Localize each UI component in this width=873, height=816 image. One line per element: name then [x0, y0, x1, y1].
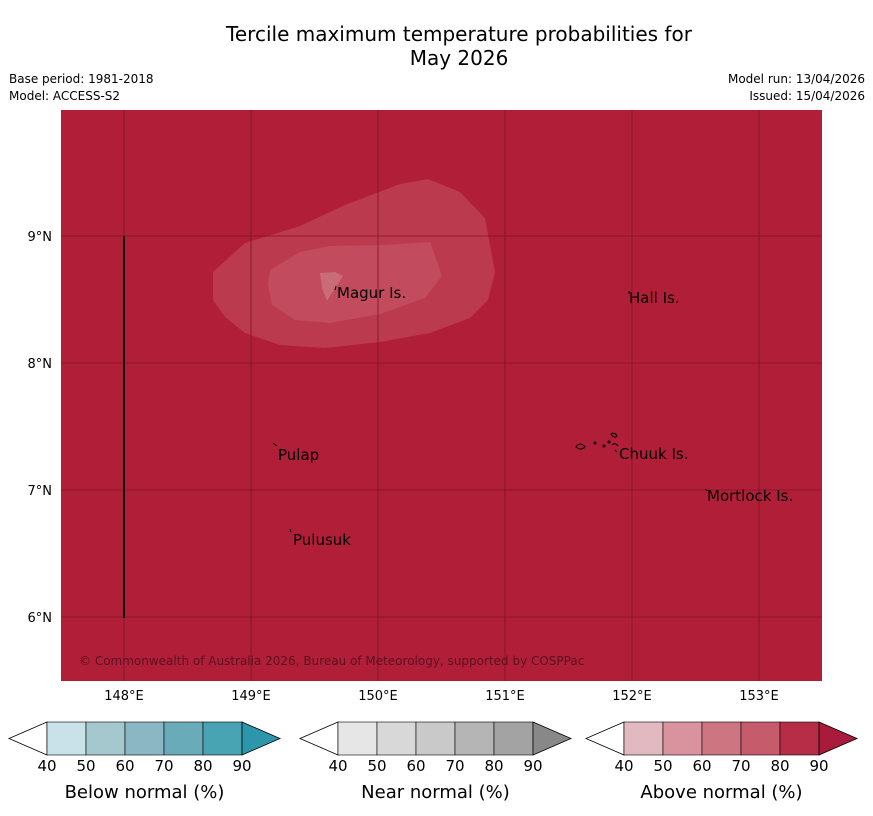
island-chuuk [575, 432, 619, 453]
lat-label-8n: 8°N [28, 357, 53, 372]
place-pulap: Pulap [278, 446, 319, 464]
title-line-2: May 2026 [409, 46, 509, 70]
legend-above: 40 50 60 70 80 90 Above normal (%) [584, 721, 859, 803]
legend-swatch [376, 721, 417, 756]
island-pulap [272, 442, 278, 447]
legend-tick-label: 50 [76, 757, 95, 775]
lat-label-6n: 6°N [28, 611, 53, 626]
lat-gridlines [61, 235, 822, 618]
legend-below: 40 50 60 70 80 90 Below normal (%) [7, 721, 282, 803]
lon-label-153e: 153°E [739, 689, 779, 704]
legend-tick-label: 60 [115, 757, 134, 775]
legend-swatch [818, 721, 859, 756]
lon-label-148e: 148°E [104, 689, 144, 704]
legend-swatch [662, 721, 703, 756]
legend-group: 40 50 60 70 80 90 Below normal (%) 40 50 60 70 80 90… [7, 721, 859, 803]
issued-date: Issued: 15/04/2026 [749, 89, 865, 103]
legend-swatch [493, 721, 534, 756]
lat-label-7n: 7°N [28, 484, 53, 499]
meta-left: Base period: 1981-2018 Model: ACCESS-S2 [9, 71, 154, 105]
legend-tick-label: 70 [445, 757, 464, 775]
base-period: Base period: 1981-2018 [9, 72, 154, 86]
legend-tick-label: 80 [484, 757, 503, 775]
island-marks [272, 285, 709, 533]
island-magur [334, 285, 337, 291]
legend-swatch [454, 721, 495, 756]
legend-tick-label: 80 [193, 757, 212, 775]
legend-swatch [740, 721, 781, 756]
title-line-1: Tercile maximum temperature probabilitie… [226, 22, 692, 46]
legend-near: 40 50 60 70 80 90 Near normal (%) [298, 721, 573, 803]
legend-tick-label: 70 [154, 757, 173, 775]
contour-70 [268, 242, 442, 323]
legend-swatch [298, 721, 339, 756]
legend-swatch [202, 721, 243, 756]
legend-tick-label: 40 [328, 757, 347, 775]
map-title: Tercile maximum temperature probabilitie… [0, 22, 873, 70]
legend-tick-label: 60 [692, 757, 711, 775]
legend-title: Above normal (%) [640, 782, 802, 803]
place-mortlock: Mortlock Is. [707, 487, 793, 505]
legend-tick-label: 60 [406, 757, 425, 775]
model-name: Model: ACCESS-S2 [9, 89, 121, 103]
lon-label-151e: 151°E [485, 689, 525, 704]
legend-title: Below normal (%) [65, 782, 225, 803]
lat-label-9n: 9°N [28, 230, 53, 245]
legend-swatch [584, 721, 625, 756]
legend-tick-label: 40 [614, 757, 633, 775]
legend-swatch [779, 721, 820, 756]
place-pulusuk: Pulusuk [293, 531, 351, 549]
legend-swatch [241, 721, 282, 756]
lon-label-149e: 149°E [231, 689, 271, 704]
legend-tick-label: 70 [731, 757, 750, 775]
place-hall: Hall Is. [629, 289, 680, 307]
legend-tick-label: 50 [653, 757, 672, 775]
legend-swatch [124, 721, 165, 756]
legend-swatch [415, 721, 456, 756]
legend-tick-label: 50 [367, 757, 386, 775]
contour-60 [320, 272, 343, 301]
meta-right: Model run: 13/04/2026 Issued: 15/04/2026 [728, 71, 865, 105]
island-pulusuk [289, 528, 292, 533]
legend-swatch [7, 721, 48, 756]
legend-swatch [701, 721, 742, 756]
legend-tick-label: 80 [770, 757, 789, 775]
legend-swatch [85, 721, 126, 756]
model-run: Model run: 13/04/2026 [727, 72, 865, 86]
legend-title: Near normal (%) [361, 782, 510, 803]
legend-tick-label: 40 [37, 757, 56, 775]
legend-swatch [337, 721, 378, 756]
place-magur: Magur Is. [337, 284, 406, 302]
legend-swatch [532, 721, 573, 756]
legend-tick-label: 90 [232, 757, 251, 775]
legend-swatch [46, 721, 87, 756]
legend-swatch [623, 721, 664, 756]
copyright-text: © Commonwealth of Australia 2026, Bureau… [79, 654, 584, 668]
island-mortlock [704, 488, 709, 492]
lon-label-152e: 152°E [612, 689, 652, 704]
lon-label-150e: 150°E [358, 689, 398, 704]
place-chuuk: Chuuk Is. [619, 445, 688, 463]
legend-swatch [163, 721, 204, 756]
legend-tick-label: 90 [809, 757, 828, 775]
legend-tick-label: 90 [523, 757, 542, 775]
